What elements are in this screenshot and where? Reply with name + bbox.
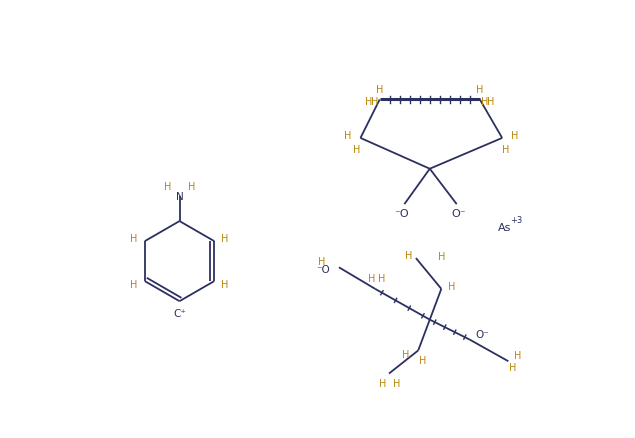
- Text: As: As: [498, 223, 512, 233]
- Text: H: H: [365, 97, 373, 107]
- Text: H: H: [502, 145, 510, 154]
- Text: H: H: [371, 97, 379, 107]
- Text: H: H: [509, 363, 517, 373]
- Text: H: H: [164, 182, 171, 192]
- Text: +3: +3: [511, 215, 523, 225]
- Text: H: H: [221, 233, 229, 244]
- Text: O⁻: O⁻: [451, 208, 466, 218]
- Text: H: H: [481, 97, 488, 107]
- Text: O⁻: O⁻: [475, 329, 489, 339]
- Text: H: H: [393, 378, 400, 388]
- Text: H: H: [378, 273, 385, 283]
- Text: H: H: [318, 257, 326, 266]
- Text: H: H: [514, 350, 521, 360]
- Text: H: H: [368, 273, 376, 283]
- Text: H: H: [221, 279, 229, 290]
- Text: C⁺: C⁺: [173, 309, 186, 319]
- Text: H: H: [419, 355, 427, 365]
- Text: ⁻O: ⁻O: [395, 208, 410, 218]
- Text: H: H: [344, 131, 352, 141]
- Text: H: H: [438, 251, 445, 261]
- Text: H: H: [376, 85, 384, 95]
- Text: H: H: [188, 182, 196, 192]
- Text: H: H: [511, 131, 518, 141]
- Text: H: H: [487, 97, 494, 107]
- Text: H: H: [448, 281, 456, 291]
- Text: H: H: [402, 349, 410, 359]
- Text: ⁻O: ⁻O: [316, 264, 330, 274]
- Text: H: H: [130, 233, 138, 244]
- Text: H: H: [476, 85, 483, 95]
- Text: H: H: [130, 279, 138, 290]
- Text: H: H: [404, 251, 412, 260]
- Text: N: N: [176, 192, 184, 202]
- Text: H: H: [353, 145, 360, 154]
- Text: H: H: [379, 378, 387, 388]
